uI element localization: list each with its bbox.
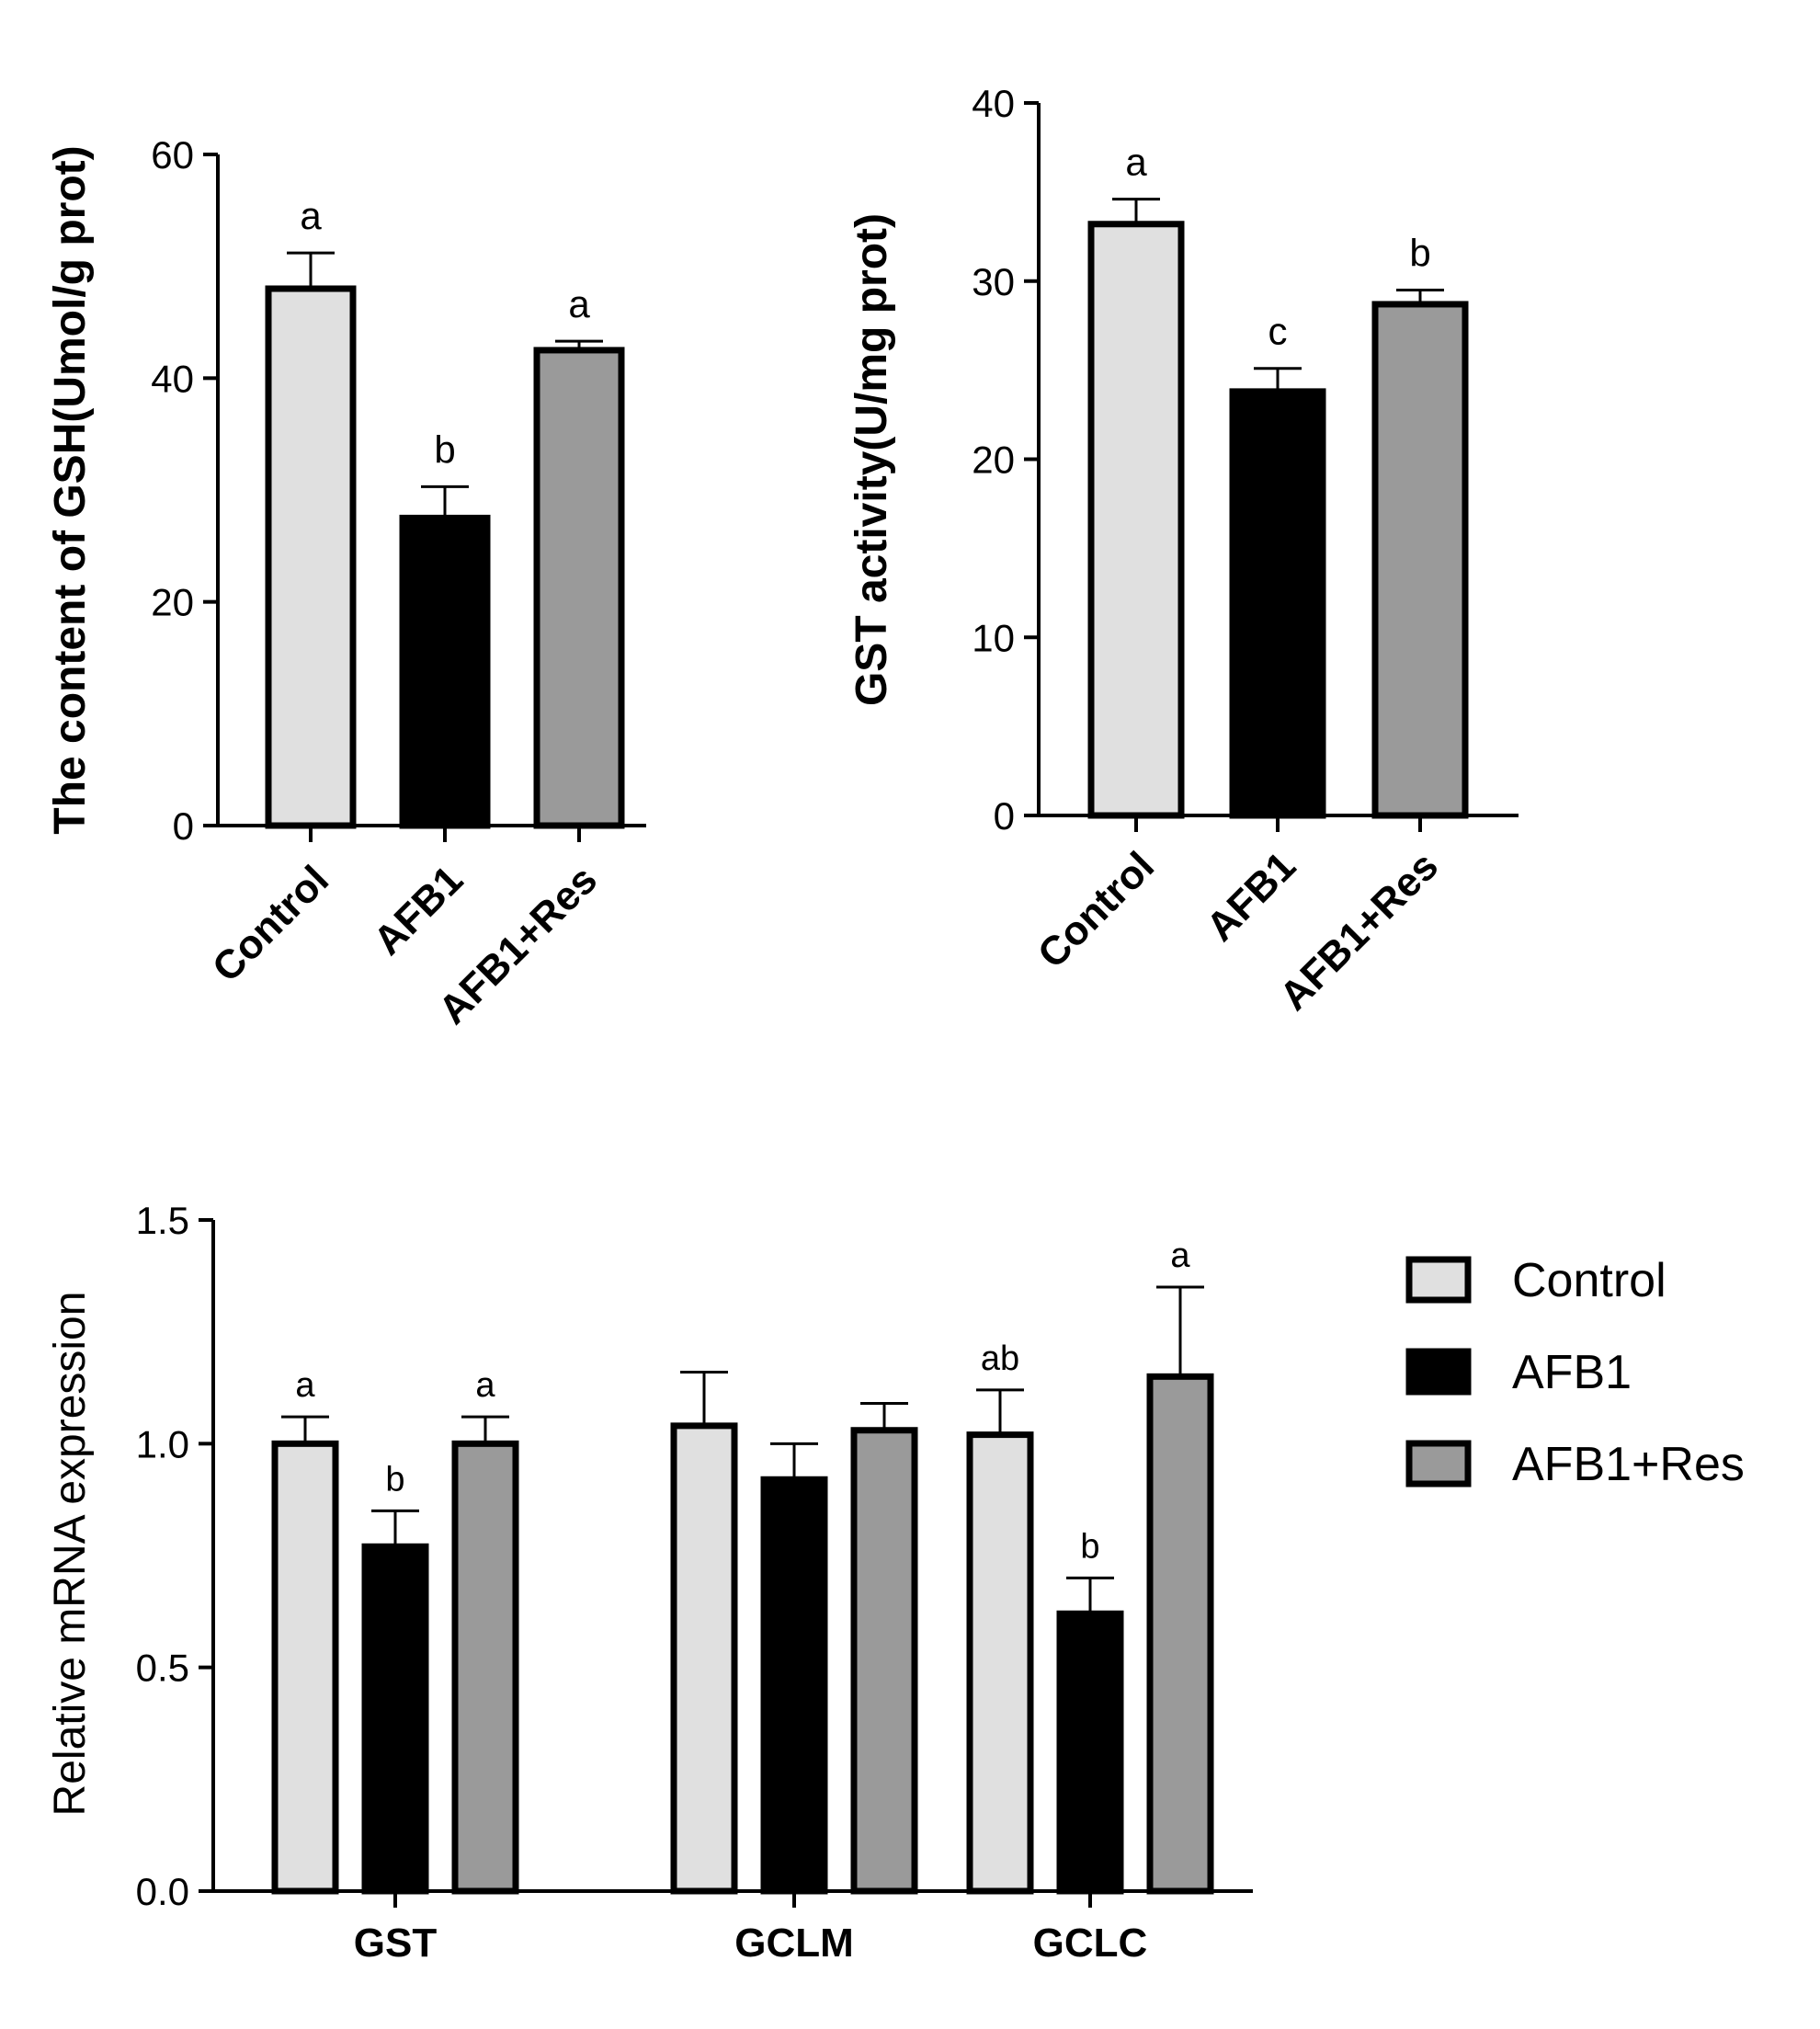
x-tick-label: AFB1 xyxy=(1198,843,1304,950)
significance-label: a xyxy=(1125,141,1147,184)
significance-label: a xyxy=(295,1366,315,1405)
y-tick-label: 0 xyxy=(994,794,1015,838)
legend: Control AFB1 AFB1+Res xyxy=(1405,1254,1745,1491)
bar-afb1 xyxy=(1229,388,1326,819)
chart-gsh-axes: 0 20 40 60 The content of GSH(Umol/g prot) xyxy=(46,133,646,848)
y-tick-label: 0 xyxy=(173,804,194,848)
bar-control xyxy=(1087,221,1185,819)
y-tick-label: 0.5 xyxy=(136,1647,189,1690)
significance-label: a xyxy=(300,194,322,237)
y-tick-label: 10 xyxy=(972,616,1015,659)
bar-afb1-res xyxy=(533,347,625,829)
legend-swatch-afb1 xyxy=(1405,1348,1472,1396)
y-axis-title: The content of GSH(Umol/g prot) xyxy=(46,145,95,834)
y-tick-label: 1.5 xyxy=(136,1199,189,1242)
bar-gst-afb1 xyxy=(361,1543,429,1895)
chart-mrna-axes: 0.0 0.5 1.0 1.5 Relative mRNA expression xyxy=(46,1199,1253,1913)
legend-label: AFB1 xyxy=(1512,1346,1632,1399)
bar-gclc-afb1-res xyxy=(1146,1373,1214,1895)
bar-gclm-control xyxy=(670,1422,738,1895)
bar-gclc-control xyxy=(966,1431,1034,1895)
bar-gclm-afb1 xyxy=(760,1476,828,1895)
bar-control xyxy=(265,285,357,829)
x-tick-label: Control xyxy=(204,857,337,990)
y-tick-label: 20 xyxy=(151,581,194,624)
x-tick-label: AFB1 xyxy=(365,857,472,963)
y-tick-label: 1.0 xyxy=(136,1422,189,1465)
significance-label: a xyxy=(475,1366,495,1405)
y-tick-label: 40 xyxy=(151,357,194,400)
legend-label: AFB1+Res xyxy=(1512,1438,1745,1491)
significance-label: a xyxy=(1170,1237,1190,1275)
y-tick-label: 60 xyxy=(151,133,194,177)
bar-gst-afb1-res xyxy=(451,1440,519,1895)
y-tick-label: 20 xyxy=(972,439,1015,482)
bar-gclm-afb1-res xyxy=(850,1427,918,1895)
y-tick-label: 40 xyxy=(972,82,1015,125)
y-axis-title: GST activity(U/mg prot) xyxy=(847,213,896,706)
significance-label: ab xyxy=(981,1339,1019,1378)
bar-afb1-res xyxy=(1371,301,1469,819)
x-tick-label: GST xyxy=(354,1921,438,1966)
x-tick-label: GCLM xyxy=(734,1921,854,1966)
legend-label: Control xyxy=(1512,1254,1666,1307)
legend-swatch-afb1-res xyxy=(1405,1440,1472,1488)
bar-gst-control xyxy=(271,1440,339,1895)
y-tick-label: 0.0 xyxy=(136,1870,189,1913)
significance-label: c xyxy=(1268,310,1288,353)
bar-afb1 xyxy=(399,514,491,829)
significance-label: b xyxy=(385,1460,404,1499)
significance-label: b xyxy=(1080,1527,1099,1566)
x-tick-label: Control xyxy=(1029,843,1163,976)
significance-label: a xyxy=(568,282,590,325)
x-tick-label: GCLC xyxy=(1033,1921,1148,1966)
bar-gclc-afb1 xyxy=(1056,1610,1124,1895)
significance-label: b xyxy=(434,427,455,471)
y-axis-title: Relative mRNA expression xyxy=(46,1292,95,1817)
y-tick-label: 30 xyxy=(972,260,1015,303)
significance-label: b xyxy=(1409,231,1430,274)
legend-swatch-control xyxy=(1405,1256,1472,1304)
